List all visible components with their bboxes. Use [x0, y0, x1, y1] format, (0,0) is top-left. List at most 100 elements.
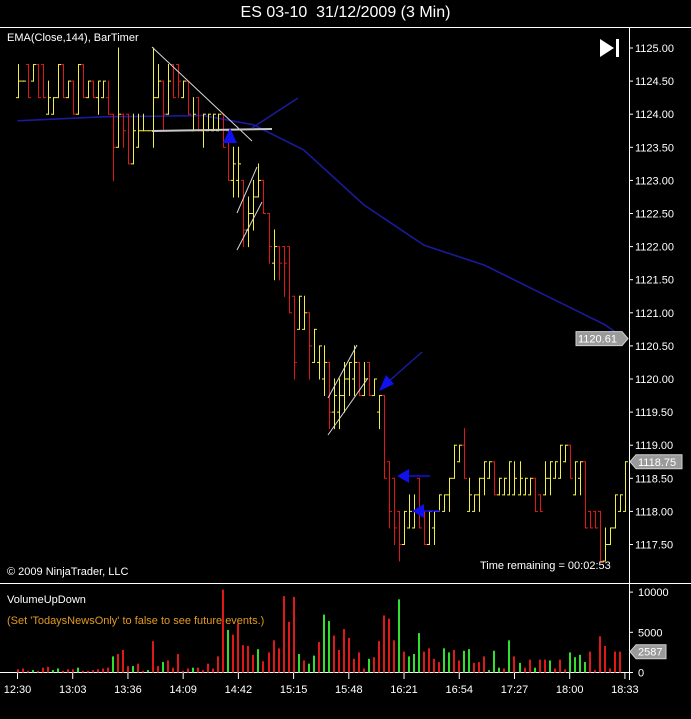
volume-bar	[22, 668, 24, 673]
volume-axis: 10000 5000 0	[629, 587, 669, 680]
volume-bar	[519, 662, 521, 673]
volume-bar	[92, 670, 94, 673]
volume-bar	[393, 640, 395, 673]
volume-tick-label: 0	[638, 668, 644, 680]
volume-bar	[142, 670, 144, 673]
volume-bar	[584, 662, 586, 673]
volume-bar	[428, 648, 430, 673]
volume-bar	[152, 641, 154, 673]
ohlc-bar	[272, 229, 277, 281]
arrow-up-icon[interactable]	[223, 128, 237, 143]
price-tick-label: 1121.50	[635, 275, 674, 287]
volume-bar	[438, 662, 440, 673]
ohlc-bar	[588, 510, 593, 529]
volume-bar	[107, 667, 109, 673]
price-tick-label: 1120.00	[635, 374, 674, 386]
price-tick-label: 1118.00	[635, 506, 673, 518]
trend-line[interactable]	[151, 46, 253, 142]
volume-bar	[313, 655, 315, 673]
skip-to-end-icon[interactable]	[600, 39, 619, 57]
volume-bar	[433, 658, 435, 673]
volume-tick-label: 10000	[638, 587, 669, 599]
ohlc-bar	[598, 510, 603, 562]
volume-bar	[293, 596, 295, 673]
bar-timer-text: Time remaining = 00:02:53	[480, 560, 611, 572]
ohlc-bar	[492, 461, 497, 496]
time-tick-label: 14:09	[169, 684, 197, 696]
time-axis[interactable]: 12:30 13:03 13:36 14:09 14:42 15:15 15:48 16:21…	[4, 673, 639, 696]
ohlc-bar	[352, 345, 357, 397]
volume-bar	[283, 596, 285, 673]
volume-bar	[463, 650, 465, 673]
volume-bar	[268, 652, 270, 673]
ohlc-bar	[387, 461, 392, 529]
chart-drawings[interactable]	[151, 46, 440, 518]
ohlc-bar	[176, 64, 181, 99]
ohlc-bar	[86, 80, 91, 99]
ohlc-bar	[512, 461, 517, 496]
horizontal-line[interactable]	[151, 128, 273, 132]
arrow-down-left-icon[interactable]	[379, 375, 394, 391]
ohlc-bar	[96, 80, 101, 115]
flag-line-upper[interactable]	[236, 166, 258, 214]
ohlc-bar	[146, 130, 151, 132]
volume-bar	[604, 645, 606, 673]
blue-ray-line[interactable]	[251, 97, 299, 129]
price-axis[interactable]: 1125.00 1124.50 1124.00 1123.50 1123.00 1122.…	[629, 43, 674, 552]
news-notice: (Set 'TodaysNewsOnly' to false to see fu…	[7, 615, 265, 627]
volume-bar	[614, 651, 616, 673]
flag2-line-upper[interactable]	[327, 344, 358, 399]
ohlc-bar	[618, 494, 623, 512]
volume-bar	[288, 621, 290, 673]
ohlc-bar	[578, 461, 583, 496]
ohlc-bar	[533, 477, 538, 512]
arrow-left-icon[interactable]	[397, 469, 409, 483]
volume-bar	[488, 670, 490, 673]
volume-bar	[237, 623, 239, 673]
price-tick-label: 1119.00	[635, 440, 673, 452]
ohlc-bar	[548, 461, 553, 496]
volume-bar	[212, 668, 214, 673]
ohlc-bar	[417, 477, 422, 529]
ohlc-bar	[196, 97, 201, 132]
volume-bar	[207, 663, 209, 673]
price-tick-label: 1122.50	[635, 209, 674, 221]
copyright-text: © 2009 NinjaTrader, LLC	[7, 566, 129, 578]
volume-bar	[303, 660, 305, 673]
flag-line-lower[interactable]	[236, 201, 263, 251]
arrow-line[interactable]	[387, 351, 423, 383]
volume-bar	[72, 669, 74, 673]
ohlc-bar	[507, 461, 512, 496]
volume-bar	[197, 667, 199, 673]
time-tick-label: 15:15	[280, 684, 308, 696]
ohlc-bar	[111, 113, 116, 181]
ohlc-bar	[367, 361, 372, 397]
time-tick-label: 16:54	[445, 684, 473, 696]
ohlc-bar	[568, 444, 573, 479]
volume-bar	[599, 636, 601, 673]
flag2-line-lower[interactable]	[327, 377, 369, 436]
volume-bar	[363, 668, 365, 673]
ohlc-bar	[613, 494, 618, 529]
volume-bar	[388, 618, 390, 673]
volume-bar	[308, 663, 310, 673]
volume-bar	[217, 656, 219, 673]
arrow-left-icon[interactable]	[412, 504, 424, 518]
volume-bar	[413, 654, 415, 673]
ohlc-bar	[502, 477, 507, 496]
volume-value-tag-bg	[629, 644, 667, 660]
volume-bar	[167, 660, 169, 673]
ohlc-bar	[482, 461, 487, 496]
price-tick-label: 1120.50	[635, 341, 674, 353]
play-triangle	[600, 39, 614, 57]
volume-bar	[373, 657, 375, 673]
volume-bar	[503, 668, 505, 673]
volume-bar	[478, 662, 480, 673]
volume-bar	[418, 633, 420, 673]
volume-bar	[458, 660, 460, 673]
ohlc-bar	[186, 80, 191, 115]
ohlc-bar	[528, 477, 533, 496]
price-tick-label: 1122.00	[635, 242, 674, 254]
ohlc-bar	[432, 510, 437, 545]
